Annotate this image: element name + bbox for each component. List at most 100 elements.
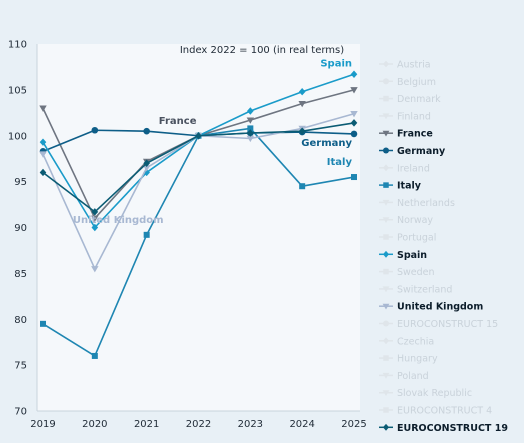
data-point bbox=[143, 168, 150, 177]
legend-item-portugal: Portugal bbox=[379, 233, 436, 244]
legend-item-italy: Italy bbox=[379, 181, 422, 192]
data-point bbox=[39, 168, 47, 177]
legend-swatch-marker bbox=[383, 355, 389, 361]
legend-label: EUROCONSTRUCT 15 bbox=[397, 319, 498, 330]
legend-swatch-marker bbox=[383, 95, 389, 102]
series-lines bbox=[39, 70, 358, 359]
legend-item-netherlands: Netherlands bbox=[379, 198, 455, 209]
data-point bbox=[350, 111, 358, 118]
data-point bbox=[39, 105, 47, 112]
legend-label: Czechia bbox=[397, 336, 434, 347]
data-point bbox=[91, 208, 99, 216]
data-point bbox=[246, 117, 255, 124]
legend-swatch-marker bbox=[382, 60, 390, 68]
data-point bbox=[39, 138, 47, 146]
x-tick-label: 2021 bbox=[134, 419, 159, 430]
data-point bbox=[143, 159, 150, 167]
data-point bbox=[247, 129, 254, 137]
legend-item-switzerland: Switzerland bbox=[379, 284, 452, 295]
y-tick-label: 100 bbox=[8, 131, 27, 142]
annotation-spain: Spain bbox=[320, 58, 352, 69]
series-annotations: Spain France United Kingdom Germany Italy bbox=[73, 58, 353, 226]
legend-item-euroconstruct-15: EUROCONSTRUCT 15 bbox=[379, 319, 498, 330]
legend-label: Belgium bbox=[397, 77, 436, 88]
data-point bbox=[299, 183, 306, 190]
legend-item-euroconstruct-4: EUROCONSTRUCT 4 bbox=[379, 406, 492, 417]
legend-item-finland: Finland bbox=[379, 111, 431, 122]
data-point bbox=[247, 107, 254, 115]
legend-swatch-marker bbox=[382, 147, 390, 154]
legend-label: Switzerland bbox=[397, 284, 452, 295]
legend-label: Denmark bbox=[397, 94, 441, 105]
legend-swatch-marker bbox=[382, 372, 390, 379]
axes: 70 75 80 85 90 95 100 105 110 2019 2020 2021 2022 202… bbox=[8, 40, 367, 431]
y-tick-label: 80 bbox=[14, 315, 27, 326]
data-point bbox=[351, 174, 357, 181]
legend-swatch-marker bbox=[382, 113, 390, 120]
annotation-united-kingdom: United Kingdom bbox=[73, 215, 164, 226]
chart-subtitle: Index 2022 = 100 (in real terms) bbox=[180, 45, 344, 56]
data-point bbox=[91, 126, 99, 134]
plot-background bbox=[37, 44, 360, 411]
y-tick-label: 75 bbox=[14, 361, 27, 372]
legend-item-germany: Germany bbox=[379, 146, 446, 157]
legend-swatch-marker bbox=[383, 407, 389, 413]
data-point bbox=[298, 127, 306, 135]
x-tick-label: 2024 bbox=[289, 419, 314, 430]
legend-label: Austria bbox=[397, 60, 431, 71]
series-euroconstruct-19 bbox=[39, 119, 358, 216]
legend-label: Slovak Republic bbox=[397, 388, 472, 399]
data-point bbox=[91, 352, 98, 359]
legend-item-poland: Poland bbox=[379, 371, 429, 382]
legend-label: Poland bbox=[397, 371, 429, 382]
y-tick-label: 85 bbox=[14, 269, 27, 280]
legend-label: Ireland bbox=[397, 163, 430, 174]
data-point bbox=[39, 151, 47, 158]
legend-label: Netherlands bbox=[397, 198, 455, 209]
legend-item-ireland: Ireland bbox=[379, 163, 430, 174]
legend-item-united-kingdom: United Kingdom bbox=[379, 302, 483, 313]
legend-label: France bbox=[397, 129, 433, 140]
legend-swatch-marker bbox=[383, 182, 389, 188]
data-point bbox=[246, 135, 255, 143]
legend-swatch-marker bbox=[382, 164, 390, 172]
legend-item-euroconstruct-19: EUROCONSTRUCT 19 bbox=[379, 423, 508, 434]
data-point bbox=[91, 266, 99, 273]
legend-label: EUROCONSTRUCT 4 bbox=[397, 406, 492, 417]
legend-swatch-marker bbox=[382, 78, 390, 85]
legend-swatch-marker bbox=[382, 423, 390, 431]
x-tick-label: 2020 bbox=[82, 419, 107, 430]
legend-item-denmark: Denmark bbox=[379, 94, 441, 105]
x-tick-label: 2022 bbox=[186, 419, 211, 430]
data-point bbox=[298, 100, 306, 108]
plot-area bbox=[37, 44, 360, 411]
legend-label: Portugal bbox=[397, 233, 436, 244]
data-point bbox=[350, 87, 358, 94]
data-point bbox=[247, 125, 254, 132]
y-tick-label: 110 bbox=[8, 40, 27, 51]
legend-label: Sweden bbox=[397, 267, 435, 278]
legend-item-slovak-republic: Slovak Republic bbox=[379, 388, 472, 399]
annotation-italy: Italy bbox=[327, 157, 353, 168]
legend-label: Finland bbox=[397, 111, 431, 122]
legend-item-hungary: Hungary bbox=[379, 354, 438, 365]
annotation-germany: Germany bbox=[301, 138, 352, 149]
legend-label: Italy bbox=[397, 181, 422, 192]
legend-item-sweden: Sweden bbox=[379, 267, 435, 278]
legend-swatch-marker bbox=[382, 320, 390, 327]
data-point bbox=[91, 223, 99, 232]
data-point bbox=[350, 70, 358, 78]
legend-item-norway: Norway bbox=[379, 215, 433, 226]
y-tick-label: 70 bbox=[14, 407, 27, 418]
x-tick-label: 2019 bbox=[30, 419, 55, 430]
legend-label: Norway bbox=[397, 215, 433, 226]
data-point bbox=[40, 320, 46, 327]
data-point bbox=[350, 119, 358, 127]
legend-label: Spain bbox=[397, 250, 427, 261]
legend-label: Germany bbox=[397, 146, 446, 157]
legend-swatch-marker bbox=[382, 390, 390, 396]
annotation-france: France bbox=[159, 116, 197, 127]
data-point bbox=[91, 215, 99, 222]
legend-item-france: France bbox=[379, 129, 433, 140]
